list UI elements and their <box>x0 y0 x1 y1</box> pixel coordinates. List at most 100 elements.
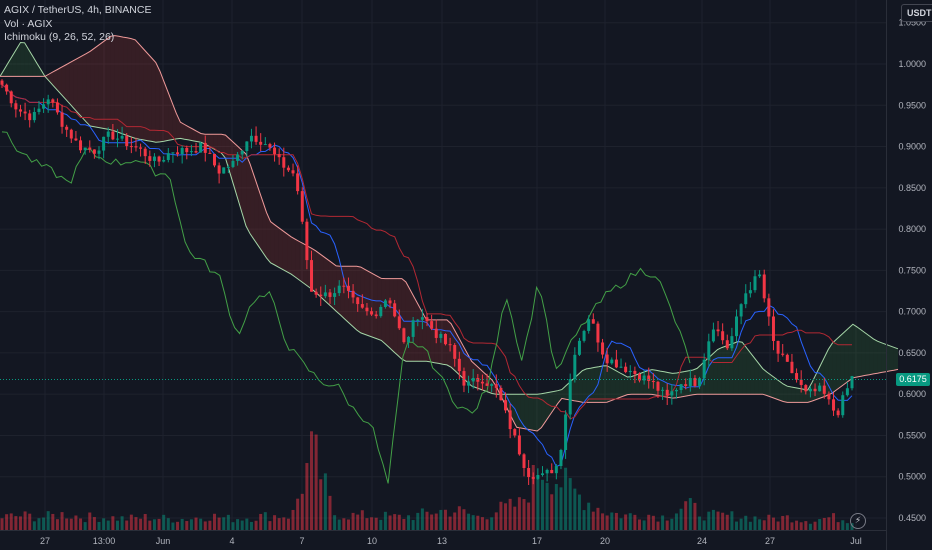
cloud-segment <box>861 329 866 377</box>
candle-body <box>439 333 443 338</box>
candle-body <box>845 388 849 396</box>
cloud-segment <box>131 38 136 139</box>
symbol-label[interactable]: AGIX / TetherUS, 4h, BINANCE <box>4 4 152 16</box>
cloud-segment <box>209 134 214 149</box>
cloud-segment <box>196 131 201 143</box>
volume-bar <box>143 514 147 530</box>
volume-bar <box>411 520 415 530</box>
candle-body <box>702 359 706 379</box>
volume-bar <box>453 512 457 530</box>
cloud-segment <box>840 331 845 387</box>
candle-body <box>725 340 729 349</box>
candle-body <box>614 359 618 368</box>
volume-bar <box>813 521 817 530</box>
candle-body <box>106 131 110 137</box>
candle-body <box>628 370 632 373</box>
candle-body <box>342 285 346 287</box>
cloud-segment <box>135 39 140 140</box>
cloud-segment <box>893 347 898 371</box>
candle-body <box>203 142 207 153</box>
candle-body <box>333 293 337 297</box>
volume-bar <box>642 520 646 530</box>
candle-body <box>467 381 471 386</box>
cloud-segment <box>524 394 529 430</box>
cloud-segment <box>389 278 394 352</box>
indicator-label[interactable]: Ichimoku (9, 26, 52, 26) <box>4 31 115 43</box>
cloud-segment <box>225 135 230 172</box>
candle-body <box>393 303 397 317</box>
currency-button[interactable]: USDT <box>901 4 932 22</box>
volume-bar <box>614 512 618 530</box>
candle-body <box>832 399 836 411</box>
candle-body <box>536 475 540 479</box>
y-tick-label: 0.5500 <box>898 430 926 440</box>
candle-body <box>79 140 83 151</box>
cloud-segment <box>274 224 279 268</box>
volume-bar <box>647 514 651 530</box>
volume-bar <box>517 497 521 530</box>
candle-body <box>485 383 489 386</box>
cloud-segment <box>610 367 616 401</box>
cloud-segment <box>241 150 247 227</box>
cloud-segment <box>82 53 87 122</box>
volume-bar <box>102 518 106 530</box>
volume-bar <box>753 516 757 530</box>
cloud-segment <box>750 352 755 395</box>
candle-body <box>656 381 660 391</box>
cloud-segment <box>512 394 517 428</box>
cloud-segment <box>520 394 525 429</box>
x-tick-label: 7 <box>299 536 304 546</box>
cloud-segment <box>246 153 251 234</box>
candle-body <box>531 477 535 479</box>
candle-body <box>115 138 119 140</box>
candle-body <box>120 136 124 139</box>
volume-bar <box>462 509 466 530</box>
candle-body <box>254 135 258 142</box>
cloud-segment <box>291 236 296 277</box>
candle-body <box>157 156 161 162</box>
candle-body <box>707 341 711 360</box>
volume-bar <box>166 518 170 530</box>
volume-bar <box>323 473 327 530</box>
candle-body <box>582 330 586 341</box>
volume-bar <box>300 493 304 530</box>
candle-body <box>577 340 581 355</box>
volume-bar <box>684 501 688 530</box>
volume-label[interactable]: Vol · AGIX <box>4 17 53 30</box>
candle-body <box>291 170 295 174</box>
volume-bar <box>587 502 591 530</box>
volume-bar <box>60 512 64 530</box>
candle-body <box>411 320 415 337</box>
volume-bar <box>189 519 193 530</box>
candle-body <box>97 150 101 154</box>
x-tick-label: 13 <box>437 536 447 546</box>
candle-body <box>92 149 96 154</box>
cloud-segment <box>98 42 103 129</box>
candle-body <box>277 154 281 158</box>
cloud-segment <box>139 44 144 140</box>
volume-bar <box>291 509 295 530</box>
volume-bar <box>97 521 101 530</box>
candle-body <box>240 150 244 155</box>
cloud-segment <box>180 122 185 140</box>
leading-span-a <box>0 41 899 395</box>
volume-bar <box>226 514 230 530</box>
candle-body <box>310 260 314 292</box>
volume-bar <box>771 517 775 530</box>
volume-bar <box>601 513 605 530</box>
volume-bar <box>240 520 244 530</box>
volume-bar <box>841 520 845 530</box>
candle-body <box>102 136 106 151</box>
lightning-icon[interactable]: ⚡ <box>850 513 866 529</box>
volume-bar <box>744 515 748 530</box>
candle-body <box>180 147 184 155</box>
cloud-segment <box>61 64 66 100</box>
volume-bar <box>273 515 277 530</box>
volume-bar <box>55 519 59 530</box>
cloud-segment <box>742 342 747 395</box>
candle-body <box>799 379 803 386</box>
volume-bar <box>735 521 739 530</box>
cloud-segment <box>102 39 107 129</box>
volume-bar <box>120 516 124 530</box>
